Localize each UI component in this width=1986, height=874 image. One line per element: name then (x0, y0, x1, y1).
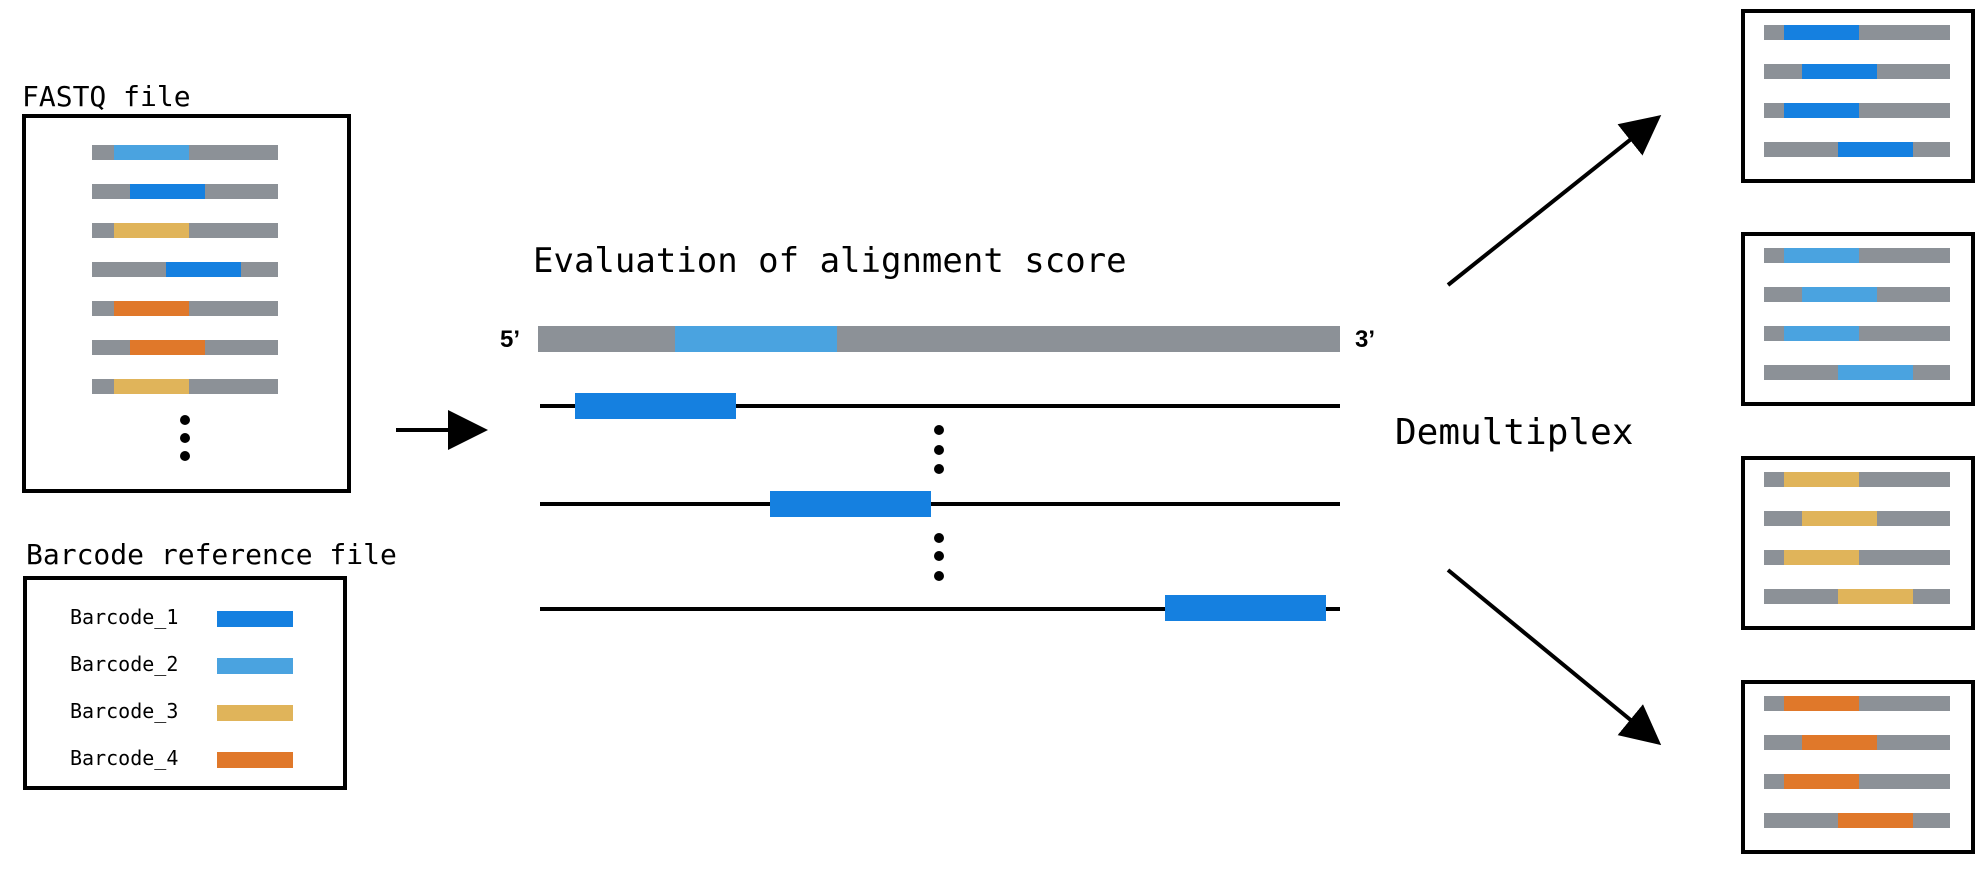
reference-item-label: Barcode_2 (70, 652, 178, 676)
fastq-title: FASTQ file (22, 80, 191, 113)
output-read-barcode (1802, 511, 1877, 526)
output-box (1741, 680, 1975, 854)
output-read-barcode (1802, 287, 1877, 302)
alignment-window-1 (540, 393, 1340, 419)
fastq-read (92, 223, 278, 238)
reference-items: Barcode_1 Barcode_2 Barcode_3 Barcode_4 (70, 605, 293, 770)
reference-item-label: Barcode_1 (70, 605, 178, 629)
output-group-1 (1741, 9, 1975, 183)
reference-item-label: Barcode_3 (70, 699, 178, 723)
output-read-barcode (1784, 326, 1859, 341)
output-box (1741, 9, 1975, 183)
demultiplex-arrow-up (1446, 115, 1662, 287)
alignment-title: Evaluation of alignment score (533, 241, 1127, 281)
output-read-barcode (1802, 64, 1877, 79)
query-read-barcode (675, 326, 837, 352)
reference-item: Barcode_2 (70, 652, 293, 676)
reference-item-swatch (217, 611, 293, 627)
output-read-barcode (1838, 813, 1913, 828)
fastq-read (92, 184, 278, 199)
fastq-box (22, 114, 351, 493)
output-read-barcode (1802, 735, 1877, 750)
output-group-2 (1741, 232, 1975, 406)
output-read-barcode (1784, 248, 1859, 263)
alignment-barcode-bar (575, 393, 736, 419)
reference-item: Barcode_1 (70, 605, 293, 629)
fastq-read (92, 301, 278, 316)
output-read-barcode (1784, 550, 1859, 565)
reference-title: Barcode reference file (26, 538, 397, 571)
output-read-barcode (1784, 696, 1859, 711)
demultiplex-label: Demultiplex (1395, 412, 1633, 453)
reference-item: Barcode_4 (70, 746, 293, 770)
read-barcode (130, 184, 205, 199)
reference-item: Barcode_3 (70, 699, 293, 723)
fastq-read (92, 262, 278, 277)
reference-item-swatch (217, 658, 293, 674)
three-prime-label: 3’ (1355, 326, 1375, 353)
reference-item-swatch (217, 752, 293, 768)
five-prime-label: 5’ (500, 326, 520, 353)
output-box (1741, 232, 1975, 406)
reference-box (23, 576, 347, 790)
alignment-window-2 (540, 491, 1340, 517)
output-group-4 (1741, 680, 1975, 854)
fastq-reads (92, 145, 278, 394)
read-barcode (114, 145, 189, 160)
fastq-ellipsis (180, 415, 190, 461)
alignment-ellipsis-2 (934, 533, 944, 581)
read-barcode (166, 262, 241, 277)
alignment-barcode-bar (1165, 595, 1326, 621)
fastq-read (92, 145, 278, 160)
output-read-barcode (1784, 774, 1859, 789)
read-barcode (114, 223, 189, 238)
alignment-barcode-bar (770, 491, 931, 517)
output-box (1741, 456, 1975, 630)
output-read-barcode (1838, 589, 1913, 604)
demultiplex-arrow-down (1446, 568, 1662, 746)
output-groups (1741, 9, 1975, 854)
read-barcode (114, 301, 189, 316)
alignment-ellipsis-1 (934, 425, 944, 474)
fastq-read (92, 340, 278, 355)
read-barcode (130, 340, 205, 355)
output-read-barcode (1784, 25, 1859, 40)
alignment-window-3 (540, 595, 1340, 621)
read-barcode (114, 379, 189, 394)
query-read-gray (538, 326, 1340, 352)
output-read-barcode (1784, 472, 1859, 487)
output-group-3 (1741, 456, 1975, 630)
output-read-barcode (1784, 103, 1859, 118)
fastq-read (92, 379, 278, 394)
output-read-barcode (1838, 142, 1913, 157)
reference-item-label: Barcode_4 (70, 746, 178, 770)
reference-item-swatch (217, 705, 293, 721)
output-read-barcode (1838, 365, 1913, 380)
